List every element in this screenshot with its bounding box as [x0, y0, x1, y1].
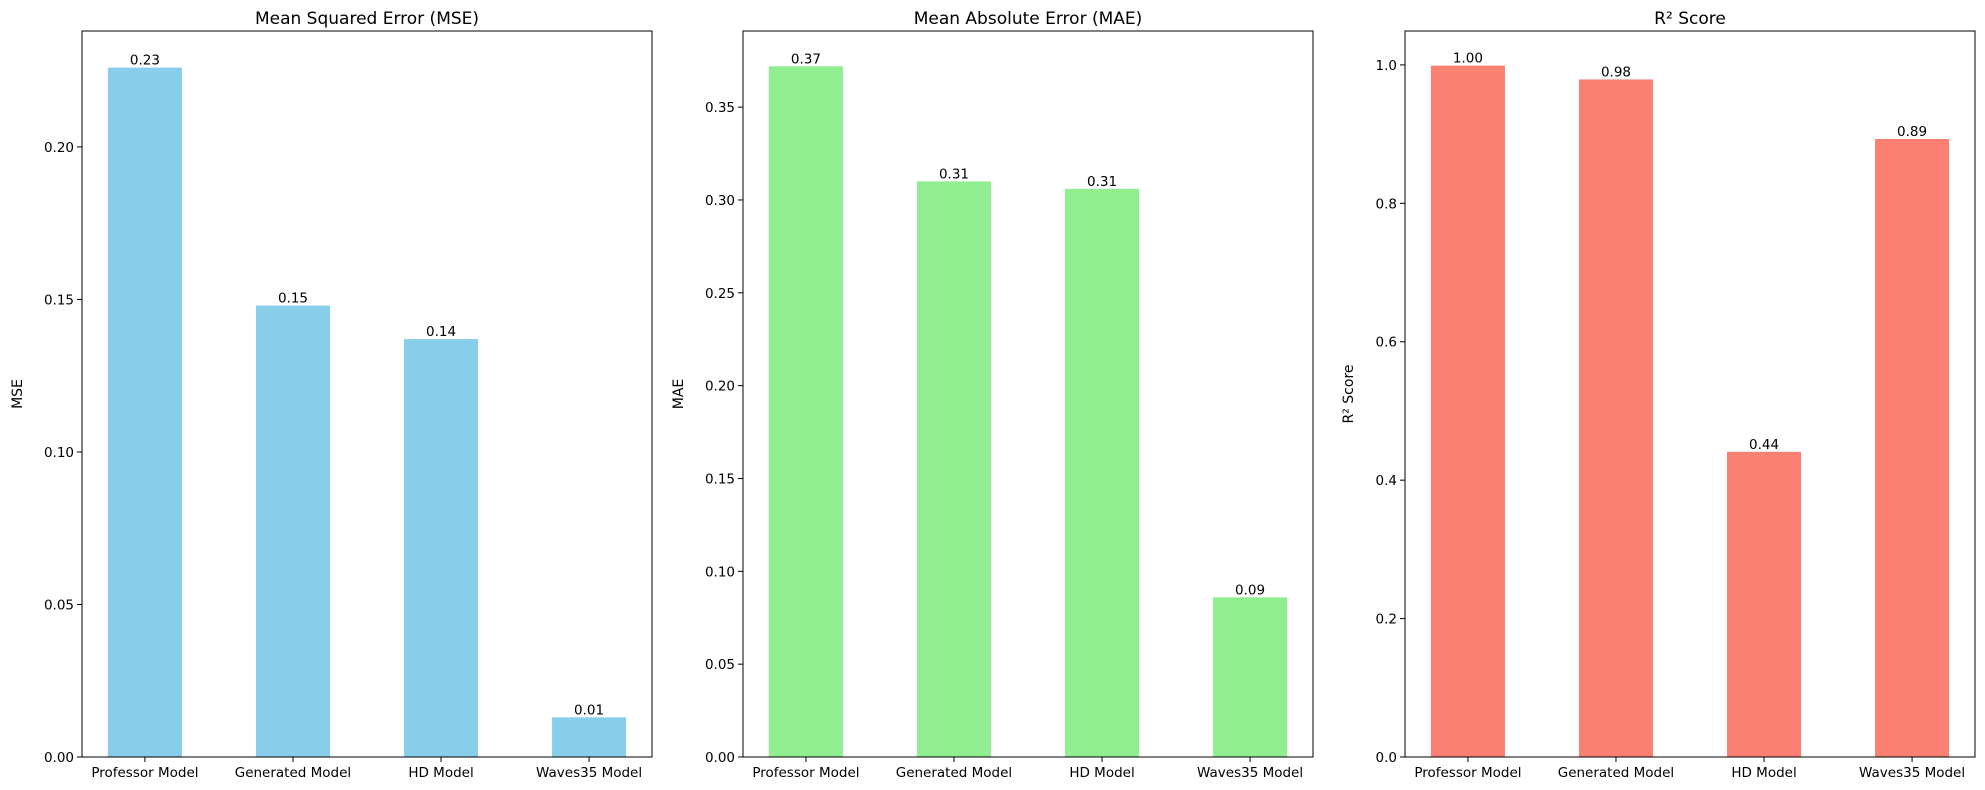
y-tick-label: 0.0	[1376, 750, 1397, 766]
bar-1	[107, 67, 182, 757]
bar-1	[768, 66, 843, 758]
y-tick-label: 0.00	[705, 750, 735, 766]
y-tick-label: 0.2	[1376, 612, 1397, 628]
data-label: 0.23	[130, 53, 160, 69]
y-tick-label: 0.05	[705, 657, 735, 673]
y-axis-label: MSE	[10, 379, 26, 409]
y-tick-label: 0.20	[44, 140, 74, 156]
chart-title: Mean Absolute Error (MAE)	[914, 9, 1143, 29]
bar-3	[1727, 451, 1802, 757]
bar-3	[1065, 188, 1140, 758]
y-tick-label: 0.35	[705, 100, 735, 116]
mae-chart-panel: Mean Absolute Error (MAE) MAE 0.00 0.05 0.…	[671, 9, 1314, 781]
mse-chart-panel: Mean Squared Error (MSE) MSE 0.00 0.05 0.1…	[10, 9, 653, 781]
r2-chart-panel: R² Score R² Score 0.0 0.2 0.4 0.6 0.8 1.0 Pro…	[1341, 9, 1976, 781]
data-label: 0.89	[1897, 124, 1927, 140]
x-tick-label: Generated Model	[1558, 765, 1674, 781]
y-tick-label: 0.6	[1376, 335, 1397, 351]
y-tick-label: 0.8	[1376, 196, 1397, 212]
y-tick-label: 0.10	[44, 445, 74, 461]
x-tick-label: Generated Model	[896, 765, 1012, 781]
data-label: 1.00	[1453, 51, 1483, 67]
bar-4	[552, 717, 627, 757]
data-label: 0.44	[1749, 437, 1779, 453]
y-tick-label: 1.0	[1376, 58, 1397, 74]
data-label: 0.31	[1087, 174, 1117, 190]
data-label: 0.98	[1601, 64, 1631, 80]
y-tick-label: 0.00	[44, 750, 74, 766]
y-axis-label: MAE	[671, 379, 687, 410]
y-tick-label: 0.4	[1376, 473, 1397, 489]
plot-frame	[742, 30, 1314, 758]
plot-frame	[81, 30, 653, 758]
x-tick-label: Professor Model	[1414, 765, 1521, 781]
x-tick-label: HD Model	[1069, 765, 1134, 781]
bar-2	[1578, 79, 1653, 757]
y-tick-label: 0.10	[705, 564, 735, 580]
bar-3	[404, 339, 479, 757]
plot-frame	[1404, 30, 1976, 758]
bar-2	[916, 181, 991, 757]
y-axis-label: R² Score	[1341, 364, 1357, 423]
x-tick-label: Waves35 Model	[1859, 765, 1965, 781]
bar-2	[255, 305, 330, 757]
x-tick-label: Professor Model	[752, 765, 859, 781]
data-label: 0.31	[939, 166, 969, 182]
y-tick-label: 0.30	[705, 193, 735, 209]
x-tick-label: Generated Model	[235, 765, 351, 781]
bar-4	[1875, 138, 1950, 757]
y-tick-label: 0.15	[44, 292, 74, 308]
x-tick-label: Waves35 Model	[536, 765, 642, 781]
data-label: 0.14	[426, 324, 456, 340]
x-tick-label: Professor Model	[91, 765, 198, 781]
bar-1	[1430, 65, 1505, 758]
x-tick-label: HD Model	[1731, 765, 1796, 781]
data-label: 0.37	[791, 51, 821, 67]
data-label: 0.09	[1235, 582, 1265, 598]
bar-4	[1213, 597, 1288, 757]
x-tick-label: Waves35 Model	[1197, 765, 1303, 781]
data-label: 0.15	[278, 291, 308, 307]
x-tick-label: HD Model	[408, 765, 473, 781]
y-tick-label: 0.25	[705, 286, 735, 302]
chart-title: Mean Squared Error (MSE)	[255, 9, 479, 29]
y-tick-label: 0.20	[705, 379, 735, 395]
data-label: 0.01	[574, 702, 604, 718]
y-tick-label: 0.15	[705, 471, 735, 487]
chart-title: R² Score	[1654, 9, 1726, 29]
y-tick-label: 0.05	[44, 597, 74, 613]
